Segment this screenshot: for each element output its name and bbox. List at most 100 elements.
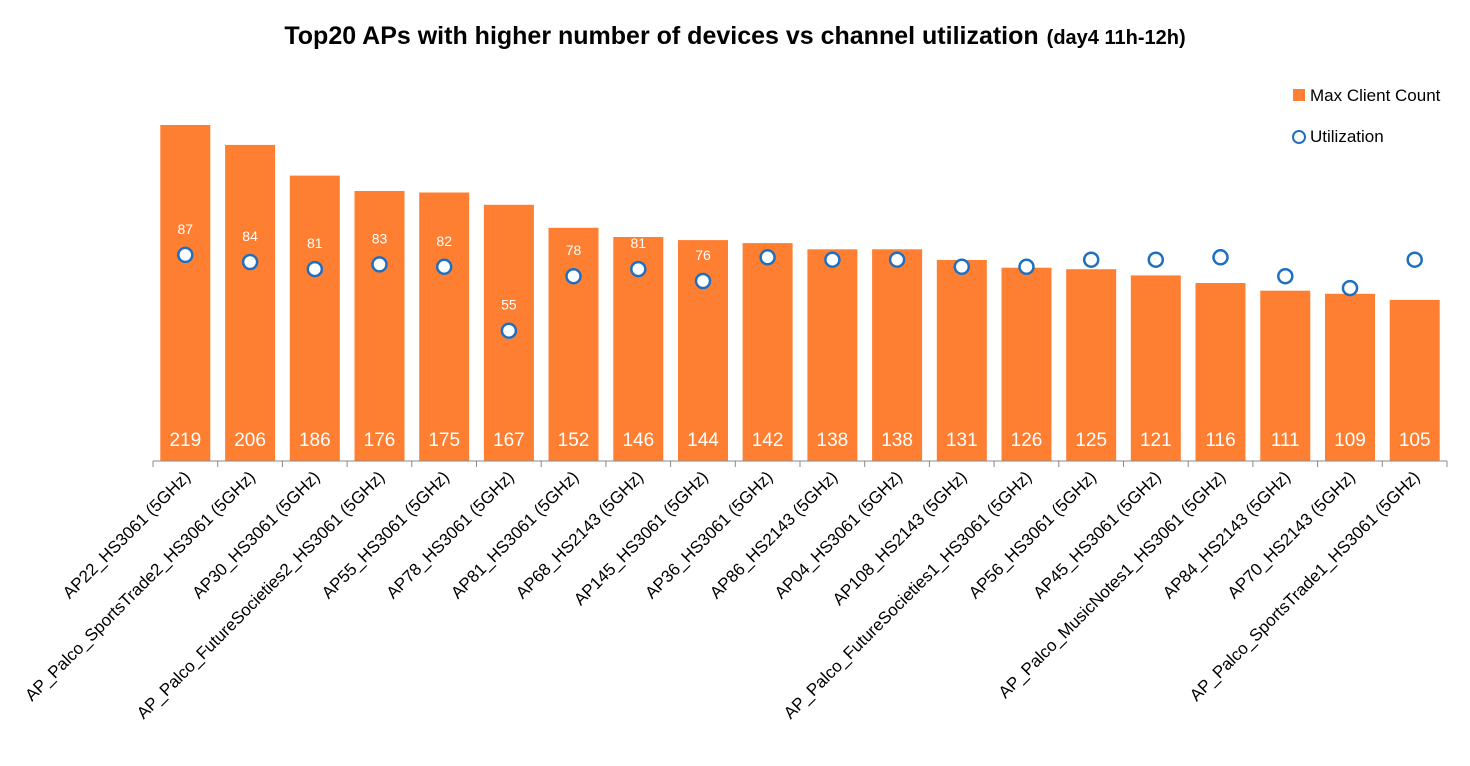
x-tick-label: AP36_HS3061 (5GHz) xyxy=(641,467,776,602)
bar-max-client-count xyxy=(1195,283,1246,461)
x-tick-label: AP_Palco_SportsTrade1_HS3061 (5GHz) xyxy=(1186,467,1423,704)
legend-marker-utilization xyxy=(1292,130,1306,144)
utilization-point xyxy=(888,251,906,268)
bar-value-label: 138 xyxy=(881,430,913,451)
bar-max-client-count xyxy=(936,260,987,461)
bar-max-client-count xyxy=(1066,269,1117,461)
utilization-value-label: 82 xyxy=(1019,233,1035,249)
utilization-value-label: 84 xyxy=(242,228,258,244)
legend-label-max-client-count: Max Client Count xyxy=(1310,86,1441,105)
utilization-value-label: 86 xyxy=(760,223,776,239)
x-tick-label: AP70_HS2143 (5GHz) xyxy=(1224,467,1359,602)
bar-max-client-count xyxy=(1389,299,1440,461)
utilization-series: 87 84 81 83 82 55 78 81 76 86 85 85 82 82 85 85 86 78 73 85 xyxy=(177,221,1423,339)
utilization-point xyxy=(1212,249,1229,266)
bar-value-label: 152 xyxy=(558,430,590,451)
bar-value-label: 219 xyxy=(169,430,201,451)
x-tick-label: AP68_HS2143 (5GHz) xyxy=(512,467,647,602)
utilization-point xyxy=(1277,267,1294,285)
bar-max-client-count xyxy=(1001,267,1052,461)
bar-series: 219 206 186 176 175 167 152 146 144 142 138 138 131 1… xyxy=(160,125,1440,462)
bar-value-label: 116 xyxy=(1205,430,1235,451)
utilization-point xyxy=(694,272,712,290)
bar-value-label: 142 xyxy=(752,430,784,451)
x-tick-label: AP55_HS3061 (5GHz) xyxy=(318,467,453,602)
x-tick-label: AP_Palco_FutureSocieties1_HS3061 (5GHz) xyxy=(780,467,1035,722)
utilization-value-label: 81 xyxy=(307,235,323,251)
utilization-value-label: 85 xyxy=(1083,226,1099,242)
utilization-value-label: 73 xyxy=(1342,254,1358,270)
x-tick-label: AP78_HS3061 (5GHz) xyxy=(383,467,518,602)
bar-max-client-count xyxy=(1260,290,1311,461)
utilization-value-label: 83 xyxy=(372,230,388,246)
utilization-point xyxy=(371,256,388,273)
bar-max-client-count xyxy=(419,192,470,461)
utilization-point xyxy=(1406,251,1423,268)
utilization-point xyxy=(241,253,259,271)
bar-max-client-count xyxy=(354,191,405,461)
bar-value-label: 105 xyxy=(1399,430,1431,451)
x-tick-label: AP_Palco_FutureSocieties2_HS3061 (5GHz) xyxy=(133,467,388,722)
utilization-point xyxy=(1341,279,1359,297)
utilization-point xyxy=(306,260,324,278)
bar-max-client-count xyxy=(1130,275,1181,461)
bar-value-label: 167 xyxy=(493,430,525,451)
x-tick-label: AP04_HS3061 (5GHz) xyxy=(771,467,906,602)
utilization-point xyxy=(759,249,776,266)
utilization-value-label: 85 xyxy=(1407,226,1423,242)
bar-value-label: 206 xyxy=(234,430,266,451)
x-tick-label: AP56_HS3061 (5GHz) xyxy=(965,467,1100,602)
bar-max-client-count xyxy=(872,249,923,461)
utilization-point xyxy=(435,258,453,276)
x-tick-label: AP145_HS3061 (5GHz) xyxy=(570,467,712,609)
utilization-value-label: 78 xyxy=(1278,242,1294,258)
utilization-point xyxy=(824,251,841,268)
utilization-value-label: 82 xyxy=(954,233,970,249)
bar-value-label: 186 xyxy=(299,430,331,451)
x-tick-label: AP81_HS3061 (5GHz) xyxy=(447,467,582,602)
bar-max-client-count xyxy=(548,227,599,461)
bar-max-client-count xyxy=(1325,293,1375,461)
legend: Max Client Count Utilization xyxy=(1292,86,1441,146)
x-tick-label: AP_Palco_SportsTrade2_HS3061 (5GHz) xyxy=(21,467,258,704)
bar-max-client-count xyxy=(289,175,340,461)
utilization-point xyxy=(565,267,582,285)
utilization-value-label: 87 xyxy=(178,221,194,237)
bar-value-label: 126 xyxy=(1011,430,1043,451)
utilization-point xyxy=(177,246,194,264)
utilization-value-label: 78 xyxy=(566,242,582,258)
utilization-point xyxy=(630,260,647,278)
legend-swatch-max-client-count xyxy=(1293,89,1305,101)
utilization-point xyxy=(953,258,971,276)
bar-value-label: 138 xyxy=(817,430,849,451)
chart-subtitle: (day4 11h-12h) xyxy=(1047,27,1186,49)
bar-max-client-count xyxy=(742,243,793,461)
utilization-value-label: 81 xyxy=(631,235,647,251)
x-tick-label: AP30_HS3061 (5GHz) xyxy=(189,467,324,602)
bar-value-label: 146 xyxy=(622,430,654,451)
bar-value-label: 131 xyxy=(946,430,978,451)
bar-value-label: 175 xyxy=(428,430,460,451)
utilization-value-label: 85 xyxy=(889,226,905,242)
chart-title: Top20 APs with higher number of devices … xyxy=(284,22,1185,50)
bar-value-label: 125 xyxy=(1075,430,1107,451)
bar-max-client-count xyxy=(225,144,276,461)
bar-value-label: 109 xyxy=(1334,430,1366,451)
utilization-value-label: 85 xyxy=(825,226,841,242)
utilization-value-label: 86 xyxy=(1213,223,1229,239)
chart-title-main: Top20 APs with higher number of devices … xyxy=(284,22,1038,50)
legend-label-utilization: Utilization xyxy=(1310,127,1384,146)
utilization-point xyxy=(1082,251,1100,268)
utilization-value-label: 76 xyxy=(695,247,711,263)
bar-value-label: 111 xyxy=(1271,430,1300,451)
x-tick-label: AP45_HS3061 (5GHz) xyxy=(1030,467,1165,602)
utilization-value-label: 55 xyxy=(501,297,517,313)
utilization-point xyxy=(1018,258,1035,276)
x-tick-label: AP22_HS3061 (5GHz) xyxy=(59,467,194,602)
x-tick-label: AP108_HS2143 (5GHz) xyxy=(829,467,971,609)
bar-max-client-count xyxy=(807,249,858,461)
bar-max-client-count xyxy=(160,125,211,461)
bar-value-label: 176 xyxy=(364,430,396,451)
x-tick-label: AP86_HS2143 (5GHz) xyxy=(706,467,841,602)
